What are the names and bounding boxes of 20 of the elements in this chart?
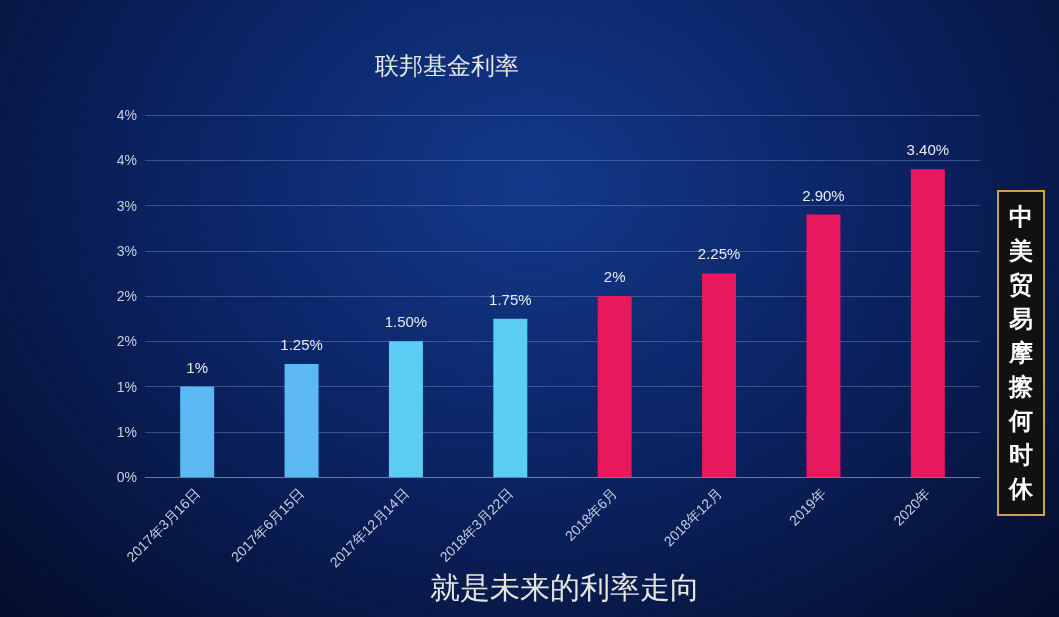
data-label: 1.25% xyxy=(280,335,323,353)
data-label: 3.40% xyxy=(906,141,950,159)
data-label: 1.50% xyxy=(384,313,428,331)
data-label: 2.90% xyxy=(802,186,845,204)
y-tick-label: 1% xyxy=(116,423,137,440)
y-tick-label: 4% xyxy=(116,152,137,169)
data-label: 2% xyxy=(603,268,626,285)
data-label: 1% xyxy=(186,358,209,376)
text: 就是未来的利率走向 xyxy=(430,569,700,607)
y-tick-label: 0% xyxy=(116,469,137,485)
y-tick-label: 2% xyxy=(116,288,137,304)
y-tick-label: 3% xyxy=(116,197,137,214)
y-tick-label: 1% xyxy=(116,378,137,395)
y-tick-label: 4% xyxy=(116,107,137,123)
chart-title: 联邦基金利率 xyxy=(375,51,519,79)
y-tick-label: 2% xyxy=(116,333,137,350)
data-label: 2.25% xyxy=(697,245,741,263)
data-label: 1.75% xyxy=(489,290,532,308)
y-tick-label: 3% xyxy=(116,242,137,259)
text: 中美贸易摩擦何时休 xyxy=(1009,203,1033,503)
